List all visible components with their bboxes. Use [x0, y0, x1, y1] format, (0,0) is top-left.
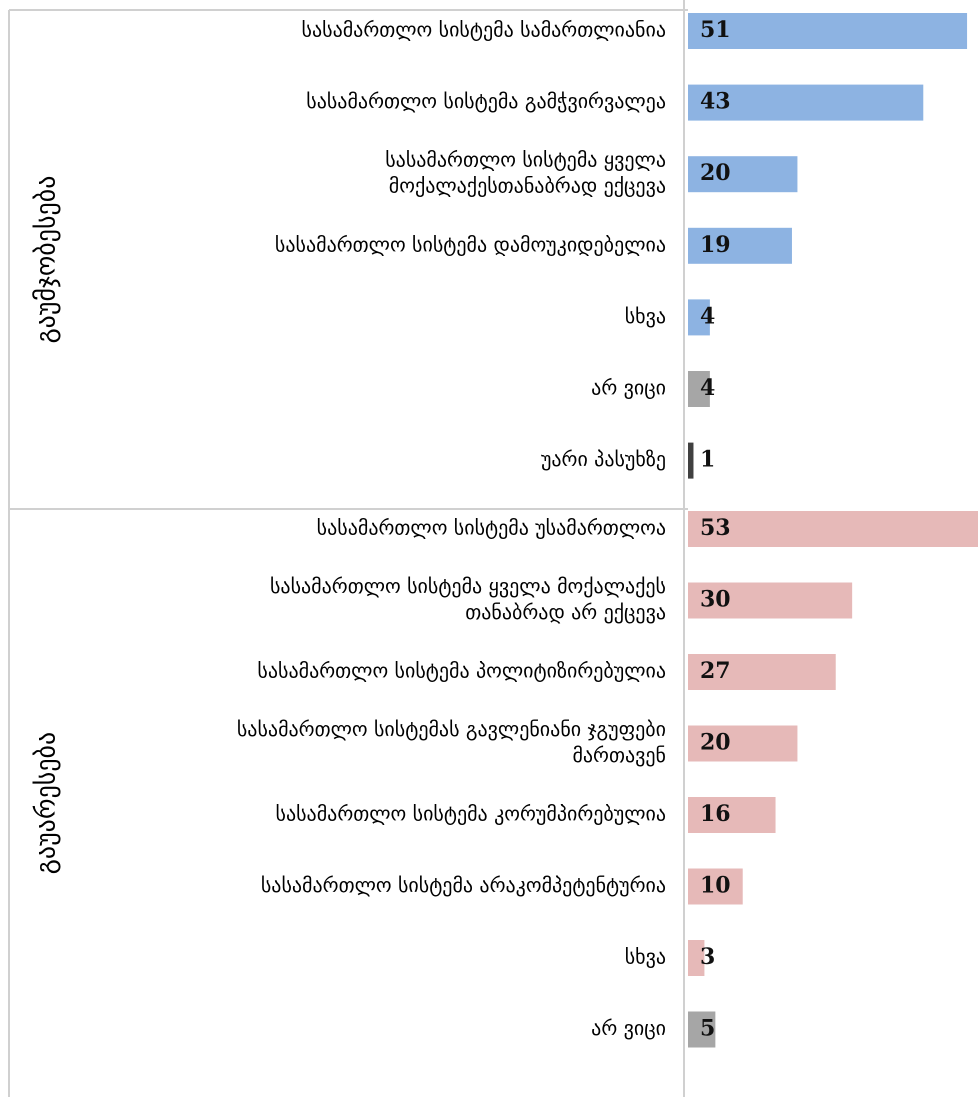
bar: [688, 797, 776, 833]
group-label: გაუმჯობესება: [32, 176, 62, 344]
data-label: 27: [700, 658, 731, 684]
category-label: არ ვიცი: [591, 1016, 666, 1040]
bar: [688, 940, 705, 976]
bar: [688, 156, 798, 193]
data-label: 1: [700, 447, 715, 473]
data-label: 16: [700, 801, 731, 827]
category-label: სასამართლო სისტემა ყველა მოქალაქეს: [270, 574, 666, 598]
data-label: 19: [700, 232, 731, 258]
data-label: 4: [700, 303, 715, 329]
bar: [688, 654, 836, 690]
bar: [688, 371, 710, 407]
bar: [688, 868, 743, 905]
category-label: სასამართლო სისტემა ყველა: [385, 148, 666, 172]
data-label: 5: [700, 1016, 715, 1042]
bar: [688, 511, 978, 547]
data-label: 51: [700, 17, 731, 43]
category-label: მართავენ: [572, 743, 666, 767]
bar: [688, 1011, 716, 1048]
category-label: სასამართლო სისტემა კორუმპირებულია: [276, 802, 667, 826]
category-label: უარი პასუხზე: [541, 447, 666, 471]
category-label: სხვა: [625, 945, 666, 969]
bar: [688, 442, 694, 479]
category-label: თანაბრად არ ექცევა: [465, 600, 666, 624]
data-label: 30: [700, 587, 731, 613]
category-label: სხვა: [625, 304, 666, 328]
data-label: 4: [700, 375, 715, 401]
category-label: არ ვიცი: [591, 376, 666, 400]
data-label: 20: [700, 160, 731, 186]
data-label: 43: [700, 89, 731, 115]
category-label: სასამართლო სისტემა დამოუკიდებელია: [275, 232, 666, 256]
category-label: სასამართლო სისტემას გავლენიანი ჯგუფები: [237, 717, 666, 741]
category-label: სასამართლო სისტემა პოლიტიზირებულია: [257, 659, 666, 683]
data-label: 20: [700, 730, 731, 756]
data-label: 3: [700, 944, 715, 970]
bar: [688, 725, 798, 762]
category-label: სასამართლო სისტემა არაკომპეტენტურია: [261, 873, 666, 897]
data-label: 10: [700, 873, 731, 899]
category-label: სასამართლო სისტემა სამართლიანია: [302, 18, 666, 42]
bar: [688, 13, 968, 49]
bar: [688, 227, 792, 264]
bar: [688, 299, 710, 336]
category-label: მოქალაქესთანაბრად ექცევა: [389, 174, 666, 198]
category-label: სასამართლო სისტემა გამჭვირვალეა: [306, 89, 666, 113]
group-label: გაუარესება: [32, 732, 62, 874]
bar: [688, 582, 853, 619]
category-label: სასამართლო სისტემა უსამართლოა: [317, 516, 666, 540]
bar: [688, 84, 924, 121]
data-label: 53: [700, 515, 731, 541]
chart-frame: [8, 0, 688, 1097]
